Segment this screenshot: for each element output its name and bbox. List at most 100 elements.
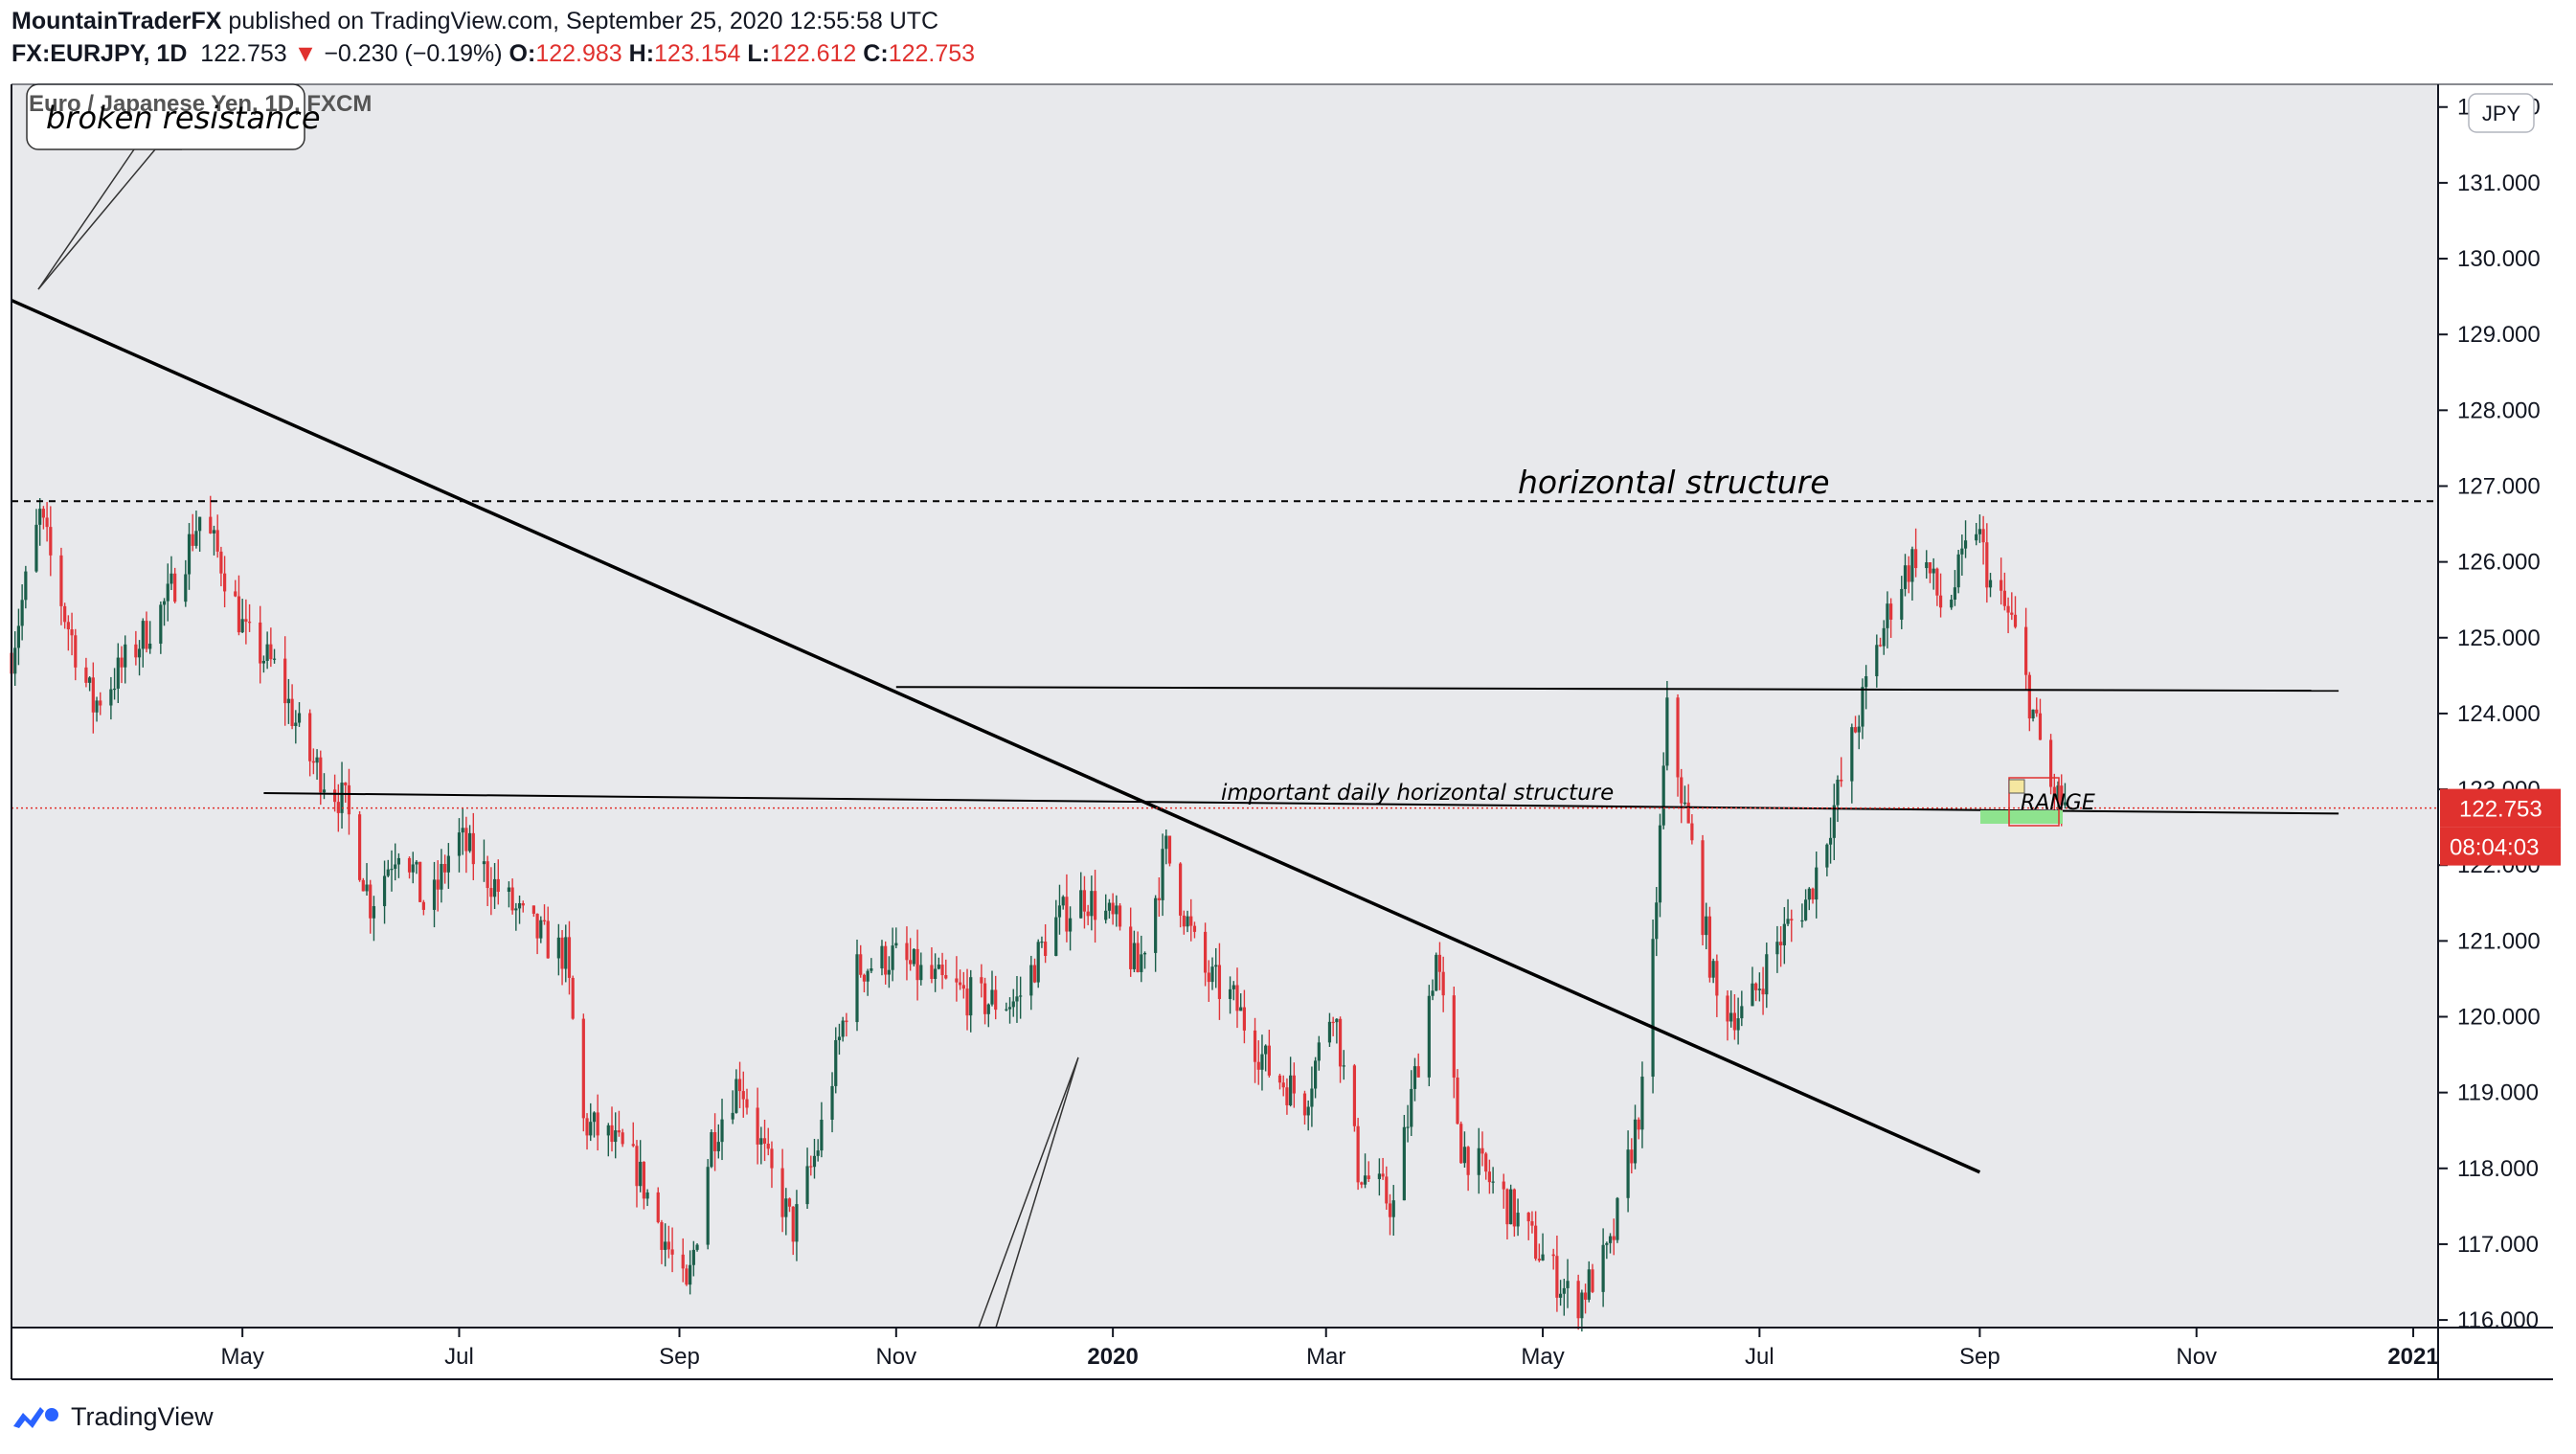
price-tick-label: 118.000 (2457, 1156, 2539, 1182)
candle-body (1214, 965, 1218, 967)
candle (1935, 567, 1939, 606)
candle (866, 968, 870, 996)
candle-body (1505, 1189, 1509, 1225)
candle (1950, 594, 1954, 610)
candle (1804, 889, 1808, 921)
candle (1239, 993, 1243, 1011)
candle (209, 495, 213, 534)
candle-body (1079, 890, 1083, 919)
candle (34, 509, 38, 573)
candle (1065, 874, 1069, 943)
candle-body (639, 1161, 643, 1187)
chart-pane[interactable] (11, 84, 2438, 1328)
candle (1377, 1158, 1381, 1196)
candle-body (734, 1079, 738, 1113)
candle-body (1140, 954, 1143, 972)
candle-body (660, 1222, 664, 1250)
candle (1491, 1167, 1495, 1194)
candle-body (1661, 765, 1665, 826)
candle (1335, 1018, 1339, 1044)
candle (315, 749, 319, 781)
candle (184, 559, 188, 607)
candle (880, 940, 884, 976)
candle-body (1029, 965, 1033, 996)
candle (1861, 678, 1864, 739)
candle-body (1914, 549, 1918, 569)
candle-body (2038, 713, 2043, 740)
candle (386, 859, 390, 877)
candle (762, 1119, 767, 1162)
candle-body (457, 832, 462, 856)
candle-body (1612, 1236, 1616, 1240)
candle (1505, 1188, 1509, 1239)
time-tick-label: Mar (1306, 1344, 1345, 1370)
candle-body (421, 901, 425, 910)
candle-body (1381, 1173, 1385, 1177)
candle-body (13, 647, 17, 674)
candle (219, 546, 223, 587)
candle (930, 947, 934, 984)
candle-body (269, 644, 273, 660)
candle-body (884, 945, 888, 975)
candle-body (1580, 1292, 1584, 1319)
candle (670, 1227, 674, 1273)
candle (958, 969, 962, 990)
candle (1960, 534, 1964, 576)
candle-body (1601, 1244, 1605, 1292)
candle-body (1800, 920, 1804, 922)
candle-body (109, 689, 113, 706)
candle-body (617, 1130, 621, 1133)
candle-body (340, 783, 344, 813)
candle-body (1410, 1088, 1413, 1127)
candle (1214, 947, 1218, 988)
candle (955, 956, 959, 1002)
candle-body (66, 622, 70, 630)
currency-badge (2468, 93, 2535, 133)
candle (319, 750, 323, 806)
candle-body (1011, 1001, 1015, 1008)
tradingview-logo[interactable]: TradingView (11, 1402, 214, 1432)
candle-body (63, 605, 67, 623)
candle-body (198, 516, 202, 532)
candle (1775, 925, 1779, 973)
candle-body (1437, 954, 1442, 972)
candle-body (1082, 890, 1087, 912)
candle (2031, 709, 2035, 722)
candle-body (1412, 1066, 1417, 1089)
candle-body (411, 864, 415, 873)
candle (909, 938, 913, 971)
candle-body (1285, 1087, 1289, 1105)
candle (905, 926, 909, 981)
range-zone (1980, 810, 2063, 824)
author-name: MountainTraderFX (11, 8, 222, 34)
candle-body (994, 989, 998, 1011)
candle (421, 899, 425, 916)
candle-body (1576, 1281, 1580, 1319)
candle (1711, 958, 1715, 984)
candle (1981, 515, 1985, 565)
currency-badge-label: JPY (2482, 102, 2521, 125)
candle (1044, 923, 1048, 964)
candle (1129, 907, 1133, 977)
candle (1686, 784, 1690, 824)
candle (830, 1072, 834, 1133)
candle (112, 668, 117, 700)
candle (1090, 875, 1094, 931)
candle-body (531, 905, 535, 914)
candle-body (240, 619, 244, 633)
candle (1736, 997, 1740, 1045)
candle (1142, 951, 1147, 969)
drawings-layer: horizontal structure important daily hori… (11, 83, 2438, 1329)
candle-body (95, 700, 99, 713)
candle (1977, 514, 1981, 543)
candle-body (1217, 965, 1222, 999)
candle-body (1935, 568, 1939, 596)
candle (272, 648, 277, 664)
candle-body (1850, 727, 1854, 782)
candle (2052, 773, 2056, 811)
candle-body (1189, 916, 1193, 926)
candle (912, 948, 915, 967)
candle (137, 640, 142, 676)
candle-body (1509, 1189, 1513, 1225)
